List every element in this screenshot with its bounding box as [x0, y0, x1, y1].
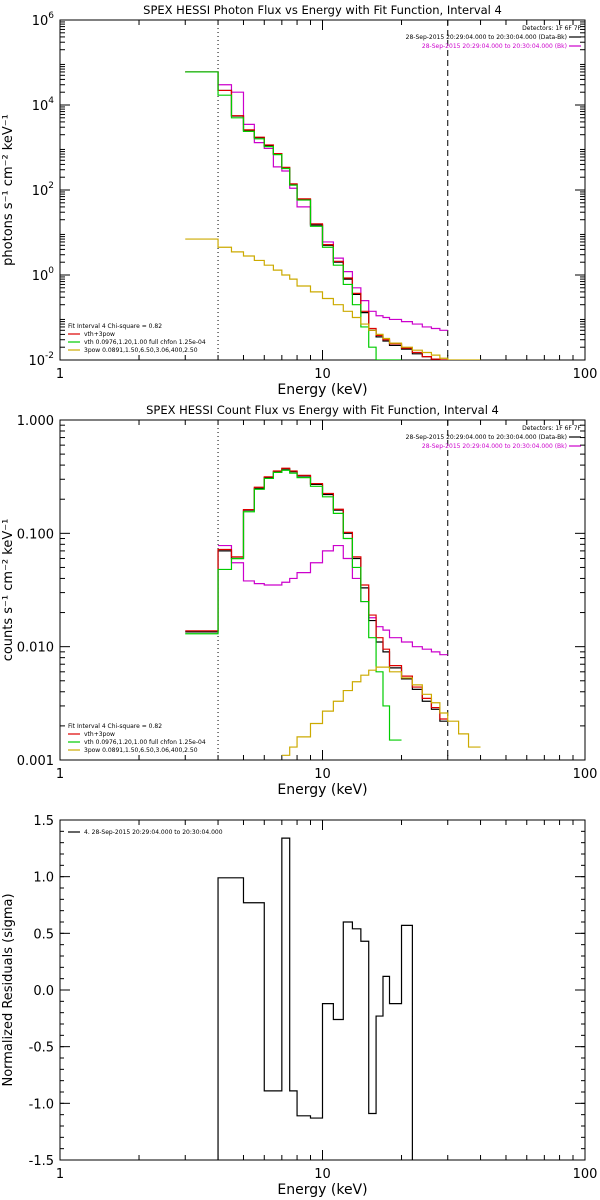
- header-annotation: Detectors: 1F 6F 7F: [522, 25, 581, 32]
- legend-item: vth 0.0976,1.20,1.00 full chfon 1.25e-04: [84, 339, 206, 346]
- y-tick-label: 1.0: [33, 871, 54, 886]
- y-tick-exponent: 6: [48, 11, 54, 21]
- series-group: [185, 467, 481, 756]
- legend-item: vth+3pow: [84, 731, 115, 738]
- legend-item: 3pow 0.0891,1.50,6.50,3.06,400,2.50: [84, 747, 198, 754]
- spectrum-series-1: [217, 837, 413, 1160]
- header-annotation: Detectors: 1F 6F 7F: [522, 425, 581, 432]
- y-tick-label: 1.5: [33, 814, 54, 829]
- chart-panel-3: 1 10 100 Energy (keV) 1.5 1.0 0.5 0.0 -0.5 -1.0 -1…: [1, 814, 597, 1198]
- y-tick-label: -1.0: [29, 1097, 54, 1112]
- header-annotation: 28-Sep-2015 20:29:04.000 to 20:30:04.000…: [422, 443, 567, 450]
- spectrum-series-2: [185, 71, 448, 360]
- y-tick-label: 106: [32, 11, 55, 29]
- x-tick-label: 1: [56, 367, 64, 382]
- x-axis-label: Energy (keV): [277, 1182, 367, 1198]
- y-axis-label: counts s⁻¹ cm⁻² keV⁻¹: [1, 519, 16, 662]
- plot-frame: [59, 419, 586, 761]
- y-axis-label: Normalized Residuals (sigma): [1, 893, 16, 1086]
- y-tick-label: 0.010: [17, 641, 54, 656]
- y-tick-label: 100: [32, 266, 55, 284]
- y-tick-exponent: 0: [48, 266, 54, 276]
- y-tick-exponent: -2: [45, 351, 54, 361]
- series-group: [185, 71, 481, 360]
- header-annotation: 28-Sep-2015 20:29:04.000 to 20:30:04.000…: [406, 434, 567, 441]
- chart-panel-1: SPEX HESSI Photon Flux vs Energy with Fi…: [1, 3, 597, 398]
- legend-header: Fit Interval 4 Chi-square = 0.82: [68, 723, 162, 730]
- spectrum-series-3: [185, 71, 448, 360]
- chart-title: SPEX HESSI Count Flux vs Energy with Fit…: [146, 403, 499, 417]
- x-tick-label: 100: [573, 367, 598, 382]
- spectrum-series-4: [185, 71, 402, 360]
- y-tick-label: 0.100: [17, 527, 54, 542]
- y-tick-label: 102: [32, 181, 54, 199]
- y-tick-label: 0.5: [33, 927, 54, 942]
- legend-item: 3pow 0.0891,1.50,6.50,3.06,400,2.50: [84, 347, 198, 354]
- x-tick-label: 10: [314, 367, 331, 382]
- spectrum-series-2: [185, 468, 448, 722]
- spectrum-series-1: [218, 544, 448, 656]
- spectrum-series-5: [185, 238, 481, 360]
- x-tick-label: 10: [314, 1167, 331, 1182]
- y-tick-label: 0.0: [33, 984, 54, 999]
- y-axis-label: photons s⁻¹ cm⁻² keV⁻¹: [1, 114, 16, 266]
- y-tick-label: -1.5: [29, 1154, 54, 1169]
- header-annotation: 28-Sep-2015 20:29:04.000 to 20:30:04.000…: [422, 43, 567, 50]
- x-tick-label: 1: [56, 1167, 64, 1182]
- legend-item: 4. 28-Sep-2015 20:29:04.000 to 20:30:04.…: [84, 829, 223, 836]
- y-tick-label: 1.000: [17, 414, 54, 429]
- y-tick-label: 10-2: [28, 351, 54, 369]
- plot-frame: [59, 19, 586, 361]
- legend-item: vth+3pow: [84, 331, 115, 338]
- y-tick-exponent: 2: [48, 181, 54, 191]
- legend-header: Fit Interval 4 Chi-square = 0.82: [68, 323, 162, 330]
- spectrum-series-3: [185, 467, 448, 720]
- x-axis-label: Energy (keV): [277, 782, 367, 798]
- y-tick-exponent: 4: [48, 96, 54, 106]
- y-tick-label: -0.5: [29, 1041, 54, 1056]
- y-tick-label: 0.001: [17, 754, 54, 769]
- spectrum-series-4: [185, 469, 402, 741]
- x-tick-label: 10: [314, 767, 331, 782]
- spectrum-series-1: [218, 84, 448, 331]
- legend-item: vth 0.0976,1.20,1.00 full chfon 1.25e-04: [84, 739, 206, 746]
- chart-title: SPEX HESSI Photon Flux vs Energy with Fi…: [143, 3, 502, 17]
- header-annotation: 28-Sep-2015 20:29:04.000 to 20:30:04.000…: [406, 34, 567, 41]
- chart-panel-2: SPEX HESSI Count Flux vs Energy with Fit…: [1, 403, 597, 798]
- y-tick-label: 104: [32, 96, 55, 114]
- spectrum-series-5: [281, 666, 481, 756]
- x-tick-label: 100: [573, 767, 598, 782]
- x-tick-label: 1: [56, 767, 64, 782]
- x-tick-label: 100: [573, 1167, 598, 1182]
- series-group: [217, 837, 413, 1160]
- x-axis-label: Energy (keV): [277, 382, 367, 398]
